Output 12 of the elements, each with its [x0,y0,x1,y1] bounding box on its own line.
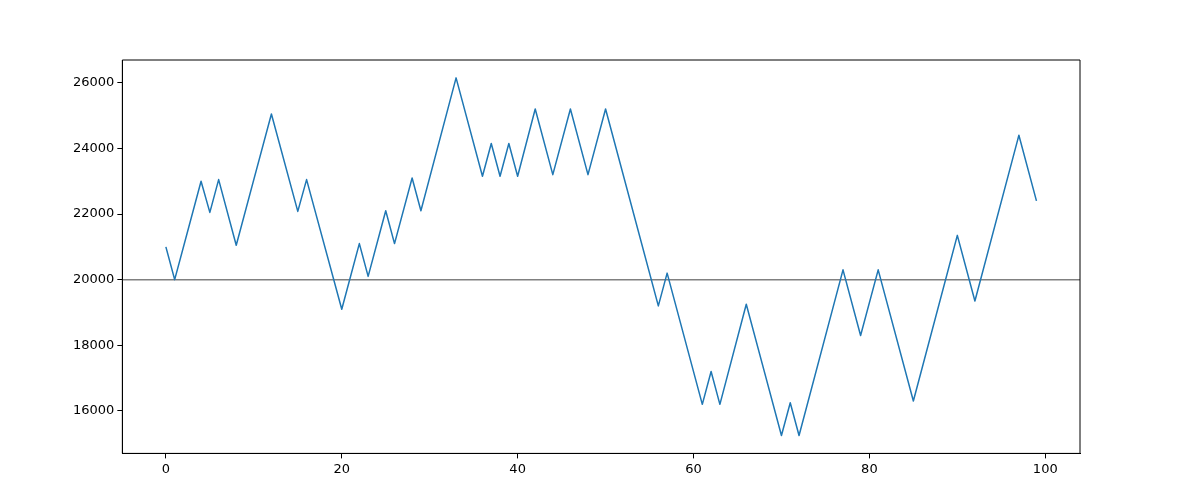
y-tick-label: 26000 [73,74,115,90]
y-tick-label: 18000 [73,336,115,352]
y-tick-label: 16000 [73,402,115,418]
x-tick-label: 20 [333,460,351,476]
x-tick-label: 100 [1032,460,1058,476]
x-tick-label: 80 [861,460,878,476]
x-tick-label: 60 [685,460,702,476]
y-tick-label: 22000 [73,205,115,221]
y-tick-label: 24000 [73,139,115,155]
x-tick-label: 40 [509,460,526,476]
x-tick-label: 0 [161,460,171,476]
y-tick-label: 20000 [73,271,115,287]
